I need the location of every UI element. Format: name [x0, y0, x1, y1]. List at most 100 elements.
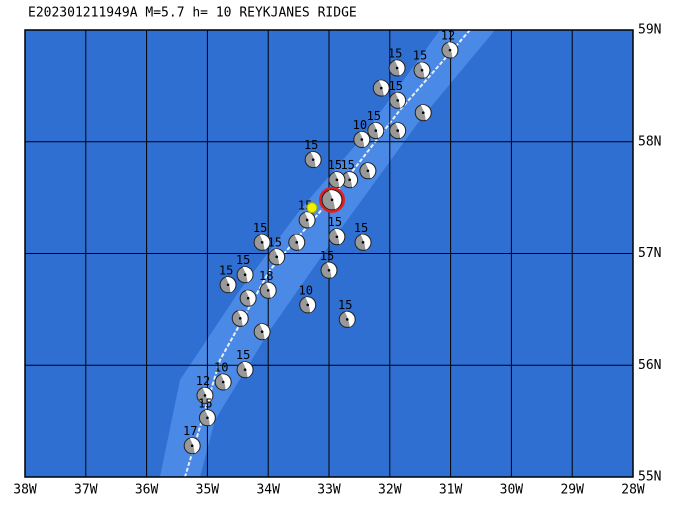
- focal-mechanism: [353, 131, 371, 149]
- depth-label: 10: [298, 283, 312, 297]
- depth-label: 15: [367, 109, 381, 123]
- depth-label: 15: [320, 249, 334, 263]
- focal-mechanism: [328, 228, 346, 246]
- beachball-dilatation: [359, 131, 370, 148]
- depth-label: 15: [304, 138, 318, 152]
- depth-label: 15: [354, 221, 368, 235]
- beachball-center: [360, 138, 364, 141]
- beachball-center: [448, 48, 452, 52]
- beachball-dilatation: [347, 171, 358, 188]
- lon-tick-label: 32W: [378, 483, 402, 498]
- beachball-center: [374, 129, 378, 132]
- focal-mechanism: [341, 171, 359, 189]
- beachball-dilatation: [259, 234, 270, 250]
- beachball-dilatation: [395, 92, 406, 109]
- beachball-center: [295, 241, 299, 244]
- beachball-center: [335, 178, 339, 182]
- focal-mechanism: [259, 281, 277, 299]
- lat-tick-label: 57N: [638, 246, 661, 261]
- depth-label: 15: [267, 235, 281, 249]
- beachball-center: [243, 273, 247, 277]
- beachball-center: [275, 255, 279, 259]
- beachball-dilatation: [294, 234, 305, 250]
- beachball-dilatation: [304, 212, 315, 228]
- beachball-center: [361, 241, 365, 244]
- beachball-center: [327, 268, 331, 272]
- beachball-center: [366, 169, 370, 173]
- beachball-center: [345, 318, 349, 321]
- focal-mechanism: [367, 122, 385, 140]
- beachball-dilatation: [310, 151, 321, 168]
- beachball-dilatation: [420, 104, 431, 121]
- focal-mechanism: [319, 186, 346, 213]
- beachball-dilatation: [305, 297, 316, 313]
- lon-tick-label: 38W: [13, 483, 37, 498]
- depth-label: 15: [340, 158, 354, 172]
- beachball-center: [190, 444, 194, 448]
- beachball-center: [330, 198, 334, 202]
- beachball-center: [305, 218, 309, 222]
- beachball-center: [260, 241, 264, 244]
- lat-tick-label: 55N: [638, 470, 661, 485]
- focal-mechanism: [196, 386, 214, 404]
- depth-label: 10: [214, 361, 228, 375]
- focal-mechanism: [354, 233, 372, 251]
- beachball-dilatation: [326, 262, 337, 278]
- beachball-dilatation: [447, 42, 458, 58]
- depth-label: 15: [236, 348, 250, 362]
- focal-mechanism: [441, 41, 459, 59]
- focal-mechanism: [219, 276, 237, 294]
- depth-label: 15: [236, 253, 250, 267]
- depth-label: 15: [388, 46, 402, 60]
- beachball-dilatation: [202, 387, 213, 404]
- beachball-dilatation: [373, 122, 384, 139]
- lon-tick-label: 35W: [196, 483, 220, 498]
- depth-label: 15: [338, 298, 352, 312]
- beachball-dilatation: [242, 361, 253, 378]
- focal-mechanism: [359, 162, 377, 180]
- beachball-dilatation: [334, 228, 345, 245]
- beachball-center: [203, 394, 207, 397]
- lon-tick-label: 36W: [135, 483, 159, 498]
- focal-mechanism: [298, 211, 316, 229]
- beachball-dilatation: [265, 282, 276, 298]
- beachball-dilatation: [365, 163, 376, 179]
- focal-mechanism: [214, 373, 232, 391]
- focal-mechanism: [388, 59, 406, 77]
- beachball-dilatation: [360, 234, 371, 250]
- beachball-center: [306, 303, 310, 307]
- focal-mechanism: [372, 79, 390, 97]
- focal-mechanism: [236, 361, 254, 379]
- beachball-dilatation: [225, 276, 236, 293]
- focal-mechanism: [288, 233, 306, 251]
- focal-mechanism: [414, 104, 432, 122]
- beachball-center: [379, 86, 383, 90]
- beachball-dilatation: [245, 290, 256, 306]
- beachball-center: [396, 129, 400, 132]
- beachball-dilatation: [344, 311, 355, 328]
- focal-mechanism: [304, 151, 322, 169]
- lon-tick-label: 37W: [74, 483, 98, 498]
- beachball-center: [243, 368, 247, 372]
- beachball-dilatation: [395, 122, 406, 139]
- focal-mechanism: [236, 266, 254, 284]
- depth-label: 15: [198, 396, 212, 410]
- beachball-dilatation: [274, 249, 285, 265]
- lon-tick-label: 28W: [621, 483, 645, 498]
- depth-label: 17: [183, 424, 197, 438]
- beachball-center: [395, 66, 399, 70]
- depth-label: 12: [441, 29, 455, 43]
- depth-label: 10: [353, 118, 367, 132]
- focal-mechanism: [268, 248, 286, 266]
- focal-mechanism: [338, 310, 356, 328]
- beachball-center: [260, 330, 264, 334]
- lon-tick-label: 29W: [560, 483, 584, 498]
- lon-tick-label: 31W: [439, 483, 463, 498]
- beachball-center: [311, 158, 315, 161]
- beachball-dilatation: [237, 310, 248, 326]
- beachball-center: [335, 235, 339, 239]
- lon-tick-label: 34W: [256, 483, 280, 498]
- beachball-center: [206, 416, 209, 420]
- depth-label: 15: [219, 263, 233, 277]
- focal-mechanism: [253, 323, 271, 341]
